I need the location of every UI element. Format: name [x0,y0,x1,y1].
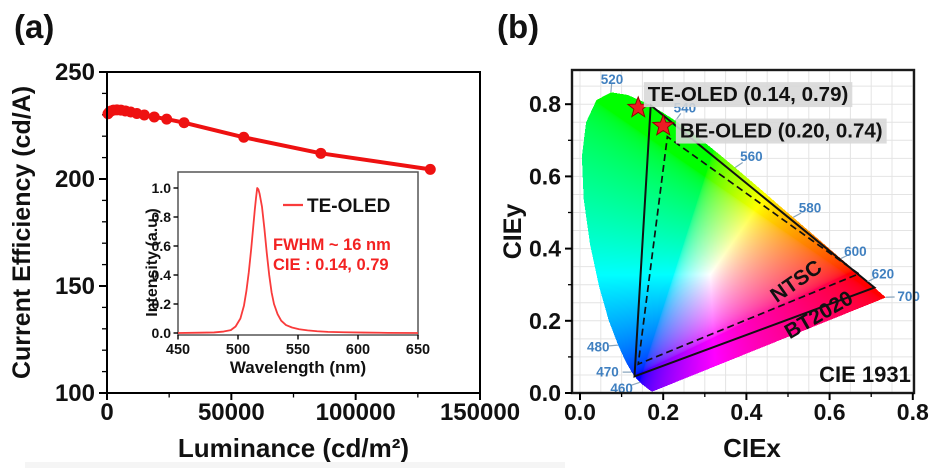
cie-axes: 0.00.0 0.2 0.2 0.4 0.4 0.6 0.6 0.8 0.8 CIEx CIEy [499,91,929,463]
inset-x-axis-title: Wavelength (nm) [230,358,366,377]
wavelength-label-580: 580 [799,201,822,216]
wavelength-label-560: 560 [740,149,763,164]
cie-y-tick-label: 0.8 [529,91,561,117]
star-marker-be-oled [651,113,675,136]
y-axis-title: Current Efficiency (cd/A) [8,86,36,379]
inset-x-tick-label: 550 [286,342,310,358]
data-point [148,111,160,123]
inset-x-tick-label: 600 [346,342,370,358]
wavelength-label-520: 520 [601,72,624,87]
data-point [315,147,327,159]
legend-label: TE-OLED [307,196,390,217]
gamut-label-ntsc: NTSC [766,256,826,308]
cie-y-tick-label: 0.0 [529,380,561,406]
spectrum-inset: 0.0 0.2 0.4 0.6 0.8 1.0 450 500 550 600 650 Wavelen… [144,171,430,377]
inset-y-axis-title: Intensity (a.u.) [144,208,161,316]
wavelength-label-470: 470 [596,365,619,380]
inset-y-tick-label: 0.8 [152,209,172,225]
spectrum-curve [177,187,419,334]
annotation-be-oled: BE-OLED (0.20, 0.74) [680,120,883,143]
efficiency-axes: 100 150 200 250 0 50000 100000 150000 Luminance … [8,59,520,463]
data-point [238,131,250,143]
panel-b-frame [570,68,916,395]
wavelength-label-480: 480 [587,339,610,354]
inset-x-tick-label: 650 [406,342,430,358]
y-tick-label: 150 [55,273,95,300]
cie-y-tick-label: 0.4 [529,236,561,262]
inset-y-tick-label: 0.6 [152,238,172,254]
y-tick-label: 250 [55,59,95,86]
y-tick-label: 200 [55,166,95,193]
x-tick-label: 50000 [198,399,265,426]
wavelength-label-600: 600 [844,244,867,259]
annotation-te-oled: TE-OLED (0.14, 0.79) [648,83,849,106]
wavelength-label-620: 620 [872,266,895,281]
cie-y-tick-label: 0.6 [529,163,561,189]
cie-y-axis-title: CIEy [499,204,527,260]
cie-y-tick-label: 0.2 [529,308,561,334]
cie-x-axis-title: CIEx [723,433,781,463]
panel-a-frame [106,71,481,394]
cie-x-tick-label: 0.4 [730,399,762,425]
data-point [178,117,190,129]
x-tick-label: 100000 [316,399,396,426]
efficiency-points [102,104,436,175]
cie-x-tick-label: 0.8 [897,399,929,425]
cie-annotation: CIE : 0.14, 0.79 [273,256,389,274]
inset-y-tick-label: 0.4 [152,267,172,283]
inset-y-tick-label: 1.0 [152,180,172,196]
cie-x-tick-label: 0.6 [814,399,846,425]
inset-y-tick-label: 0.0 [152,325,172,341]
fwhm-annotation: FWHM ~ 16 nm [273,236,391,254]
data-point [138,109,150,121]
wavelength-label-700: 700 [897,289,920,304]
inset-x-tick-label: 500 [226,342,250,358]
x-axis-title: Luminance (cd/m²) [178,433,409,463]
cie-x-tick-label: 0.0 [564,399,596,425]
data-point [424,163,436,175]
inset-y-tick-label: 0.2 [152,296,172,312]
gamut-triangle-ntsc [637,135,861,366]
y-tick-label: 100 [55,380,95,407]
inset-x-tick-label: 450 [166,342,190,358]
scan-artifact-strip [25,462,565,468]
annotation-bg [675,118,887,144]
x-tick-label: 0 [100,399,113,426]
panel-a-label: (a) [14,8,55,45]
diagram-title: CIE 1931 [819,362,911,387]
cie-x-tick-label: 0.2 [647,399,679,425]
x-tick-label: 150000 [440,399,520,426]
annotation-bg [643,82,853,108]
panel-b-label: (b) [497,8,540,45]
data-point [161,113,173,125]
gamut-triangle-bt2020 [633,103,877,378]
